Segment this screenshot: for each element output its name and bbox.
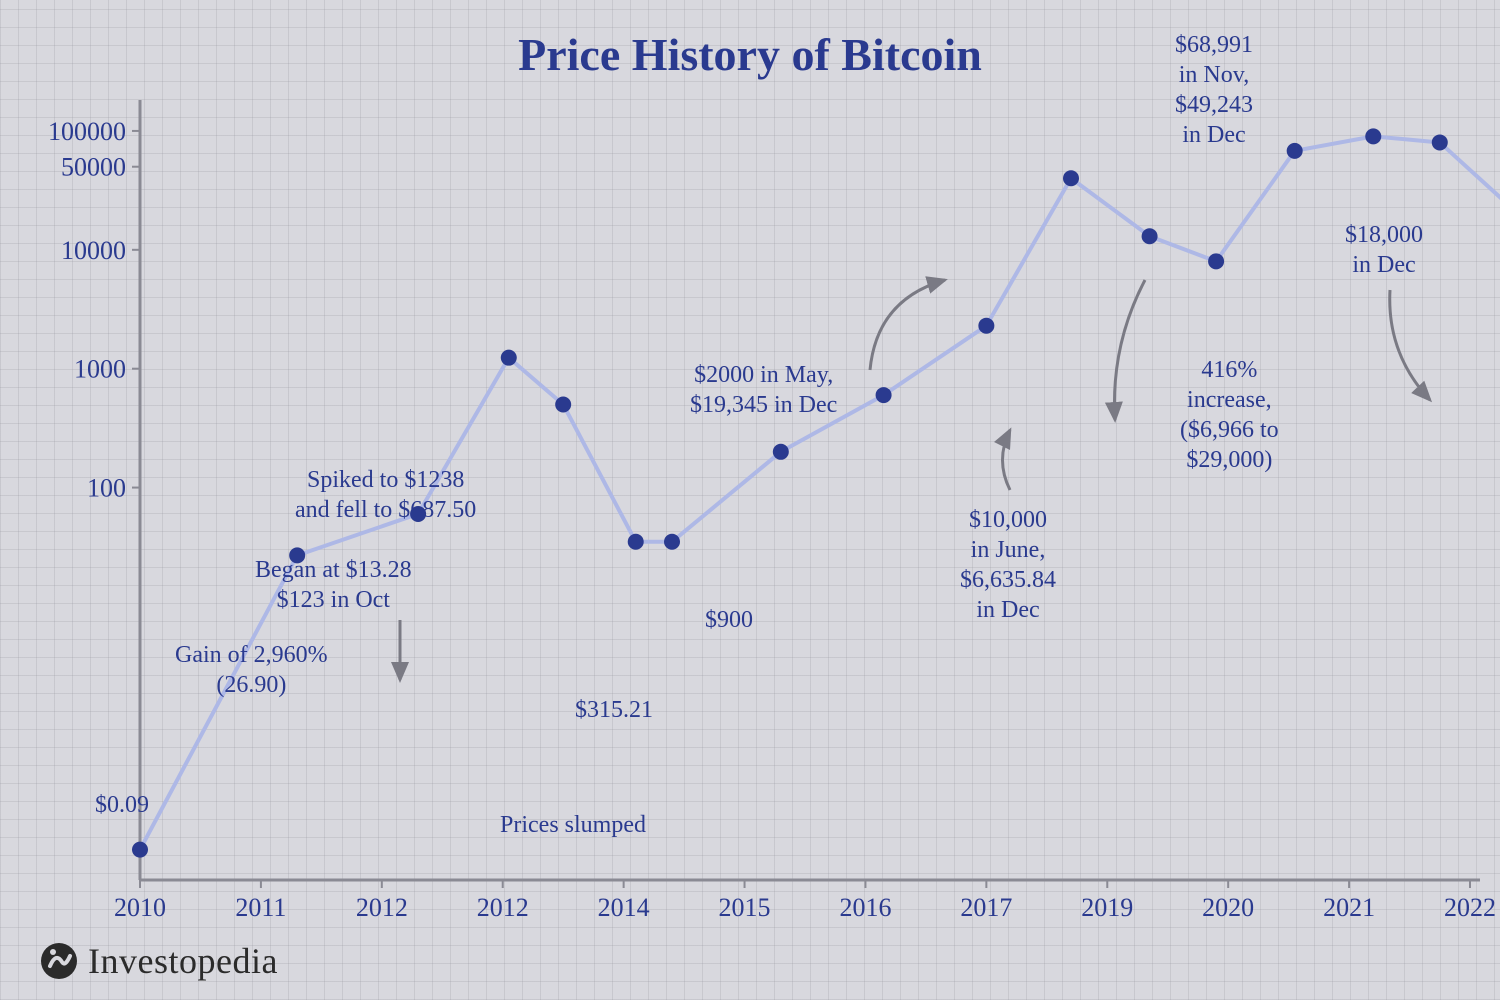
x-tick-label: 2022: [1444, 893, 1496, 922]
annotation-arrow: [1114, 280, 1145, 420]
y-tick-label: 50000: [61, 153, 126, 182]
data-point: [555, 396, 571, 412]
chart-annotation: $0.09: [95, 790, 149, 820]
data-point: [1365, 128, 1381, 144]
x-tick-label: 2011: [235, 893, 286, 922]
x-tick-label: 2014: [598, 893, 650, 922]
annotation-arrow: [1390, 290, 1430, 400]
data-point: [1432, 134, 1448, 150]
chart-annotation: $18,000 in Dec: [1345, 220, 1423, 280]
data-point: [132, 842, 148, 858]
chart-annotation: $2000 in May, $19,345 in Dec: [690, 360, 837, 420]
x-tick-label: 2017: [960, 893, 1012, 922]
data-point: [1287, 143, 1303, 159]
chart-annotation: $315.21: [575, 695, 653, 725]
chart-annotation: $10,000 in June, $6,635.84 in Dec: [960, 505, 1056, 625]
data-point: [773, 444, 789, 460]
chart-annotation: Gain of 2,960% (26.90): [175, 640, 328, 700]
x-tick-label: 2021: [1323, 893, 1375, 922]
data-point: [1063, 170, 1079, 186]
data-point: [501, 350, 517, 366]
data-point: [876, 387, 892, 403]
x-tick-label: 2012: [477, 893, 529, 922]
annotation-arrow: [1003, 430, 1011, 490]
x-tick-label: 2019: [1081, 893, 1133, 922]
y-tick-label: 10000: [61, 236, 126, 265]
data-point: [1208, 253, 1224, 269]
x-tick-label: 2015: [719, 893, 771, 922]
x-tick-label: 2012: [356, 893, 408, 922]
chart-annotation: $900: [705, 605, 753, 635]
chart-annotation: Spiked to $1238 and fell to $687.50: [295, 465, 476, 525]
x-tick-label: 2016: [839, 893, 891, 922]
data-point: [664, 534, 680, 550]
price-history-chart: 100 1000 10000 50000 100000 2010 2011 2012 2012 2…: [0, 0, 1500, 1000]
chart-annotation: $68,991 in Nov, $49,243 in Dec: [1175, 30, 1253, 150]
x-tick-label: 2010: [114, 893, 166, 922]
y-tick-label: 100000: [48, 117, 126, 146]
brand-footer: Investopedia: [40, 940, 278, 982]
annotation-arrow: [870, 280, 945, 370]
brand-logo-icon: [40, 942, 78, 980]
y-tick-label: 1000: [74, 355, 126, 384]
data-point: [628, 534, 644, 550]
chart-annotation: 416% increase, ($6,966 to $29,000): [1180, 355, 1279, 475]
data-point: [978, 318, 994, 334]
y-tick-label: 100: [87, 474, 126, 503]
x-tick-label: 2020: [1202, 893, 1254, 922]
chart-annotation: Began at $13.28 $123 in Oct: [255, 555, 412, 615]
data-point: [1142, 228, 1158, 244]
chart-annotation: Prices slumped: [500, 810, 646, 840]
brand-name: Investopedia: [88, 940, 278, 982]
